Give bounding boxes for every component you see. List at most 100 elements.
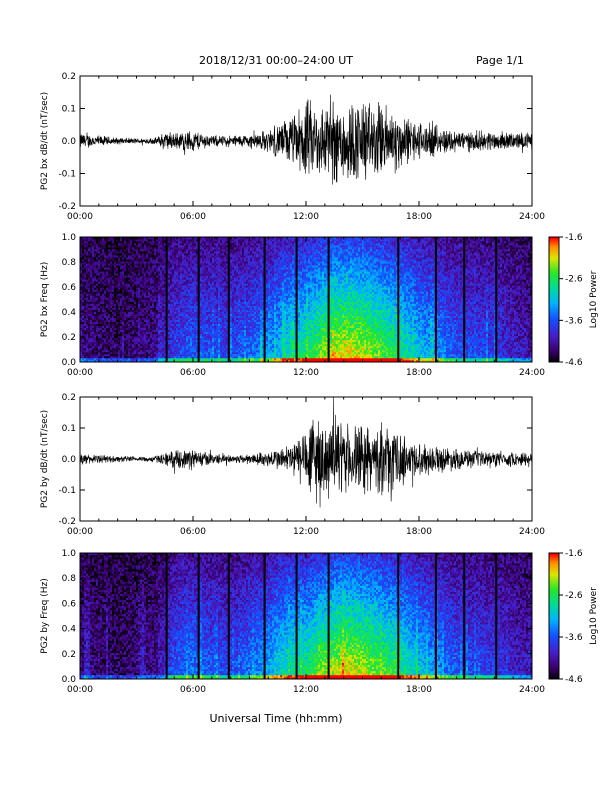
heatmap-cell (220, 243, 222, 245)
heatmap-cell (162, 348, 164, 350)
heatmap-cell (182, 348, 184, 350)
heatmap-cell (220, 249, 222, 251)
heatmap-cell (202, 277, 204, 279)
heatmap-cell (96, 257, 98, 259)
heatmap-cell (82, 356, 84, 358)
heatmap-cell (82, 326, 84, 328)
heatmap-cell (142, 352, 144, 354)
heatmap-cell (186, 338, 188, 340)
heatmap-cell (162, 293, 164, 295)
heatmap-cell (118, 350, 120, 352)
heatmap-cell (100, 293, 102, 295)
heatmap-cell (120, 348, 122, 350)
heatmap-cell (106, 243, 108, 245)
heatmap-cell (94, 289, 96, 291)
heatmap-cell (172, 249, 174, 251)
heatmap-cell (186, 344, 188, 346)
heatmap-cell (208, 358, 210, 360)
heatmap-cell (104, 293, 106, 295)
heatmap-cell (210, 300, 212, 302)
heatmap-cell (172, 283, 174, 285)
heatmap-cell (216, 295, 218, 297)
heatmap-cell (224, 249, 226, 251)
heatmap-cell (214, 306, 216, 308)
heatmap-cell (202, 269, 204, 271)
heatmap-cell (168, 295, 170, 297)
heatmap-cell (168, 245, 170, 247)
heatmap-cell (92, 316, 94, 318)
heatmap-cell (206, 249, 208, 251)
heatmap-cell (208, 352, 210, 354)
heatmap-cell (140, 261, 142, 263)
heatmap-cell (150, 275, 152, 277)
heatmap-cell (190, 275, 192, 277)
heatmap-cell (96, 326, 98, 328)
heatmap-cell (88, 308, 90, 310)
heatmap-cell (170, 314, 172, 316)
heatmap-cell (144, 291, 146, 293)
heatmap-cell (82, 283, 84, 285)
heatmap-cell (216, 287, 218, 289)
heatmap-cell (148, 239, 150, 241)
heatmap-cell (102, 257, 104, 259)
heatmap-cell (234, 332, 236, 334)
heatmap-cell (172, 277, 174, 279)
heatmap-cell (212, 263, 214, 265)
heatmap-cell (232, 352, 234, 354)
heatmap-cell (104, 328, 106, 330)
heatmap-cell (224, 328, 226, 330)
heatmap-cell (134, 300, 136, 302)
heatmap-cell (192, 277, 194, 279)
heatmap-cell (218, 344, 220, 346)
heatmap-cell (148, 356, 150, 358)
heatmap-cell (96, 271, 98, 273)
heatmap-cell (100, 267, 102, 269)
heatmap-cell (144, 352, 146, 354)
heatmap-cell (206, 338, 208, 340)
heatmap-cell (150, 257, 152, 259)
heatmap-cell (218, 354, 220, 356)
heatmap-cell (104, 257, 106, 259)
heatmap-cell (102, 302, 104, 304)
heatmap-cell (82, 277, 84, 279)
heatmap-cell (190, 295, 192, 297)
heatmap-cell (148, 253, 150, 255)
heatmap-cell (222, 269, 224, 271)
heatmap-cell (86, 257, 88, 259)
heatmap-cell (214, 251, 216, 253)
heatmap-cell (222, 265, 224, 267)
heatmap-cell (146, 297, 148, 299)
heatmap-cell (132, 293, 134, 295)
heatmap-cell (224, 334, 226, 336)
heatmap-cell (146, 322, 148, 324)
heatmap-cell (200, 251, 202, 253)
heatmap-cell (170, 340, 172, 342)
heatmap-cell (126, 306, 128, 308)
heatmap-cell (202, 283, 204, 285)
heatmap-cell (206, 336, 208, 338)
heatmap-cell (230, 334, 232, 336)
heatmap-cell (180, 330, 182, 332)
heatmap-cell (112, 291, 114, 293)
heatmap-cell (116, 326, 118, 328)
heatmap-cell (142, 257, 144, 259)
heatmap-cell (112, 263, 114, 265)
heatmap-cell (200, 293, 202, 295)
heatmap-cell (218, 346, 220, 348)
heatmap-cell (210, 261, 212, 263)
heatmap-cell (202, 338, 204, 340)
heatmap-cell (136, 251, 138, 253)
heatmap-cell (182, 304, 184, 306)
heatmap-cell (90, 285, 92, 287)
heatmap-cell (118, 247, 120, 249)
heatmap-cell (204, 326, 206, 328)
heatmap-cell (114, 332, 116, 334)
heatmap-cell (212, 243, 214, 245)
heatmap-cell (98, 314, 100, 316)
heatmap-cell (148, 271, 150, 273)
heatmap-cell (178, 320, 180, 322)
heatmap-cell (192, 348, 194, 350)
heatmap-cell (88, 330, 90, 332)
heatmap-cell (156, 291, 158, 293)
heatmap-cell (200, 308, 202, 310)
